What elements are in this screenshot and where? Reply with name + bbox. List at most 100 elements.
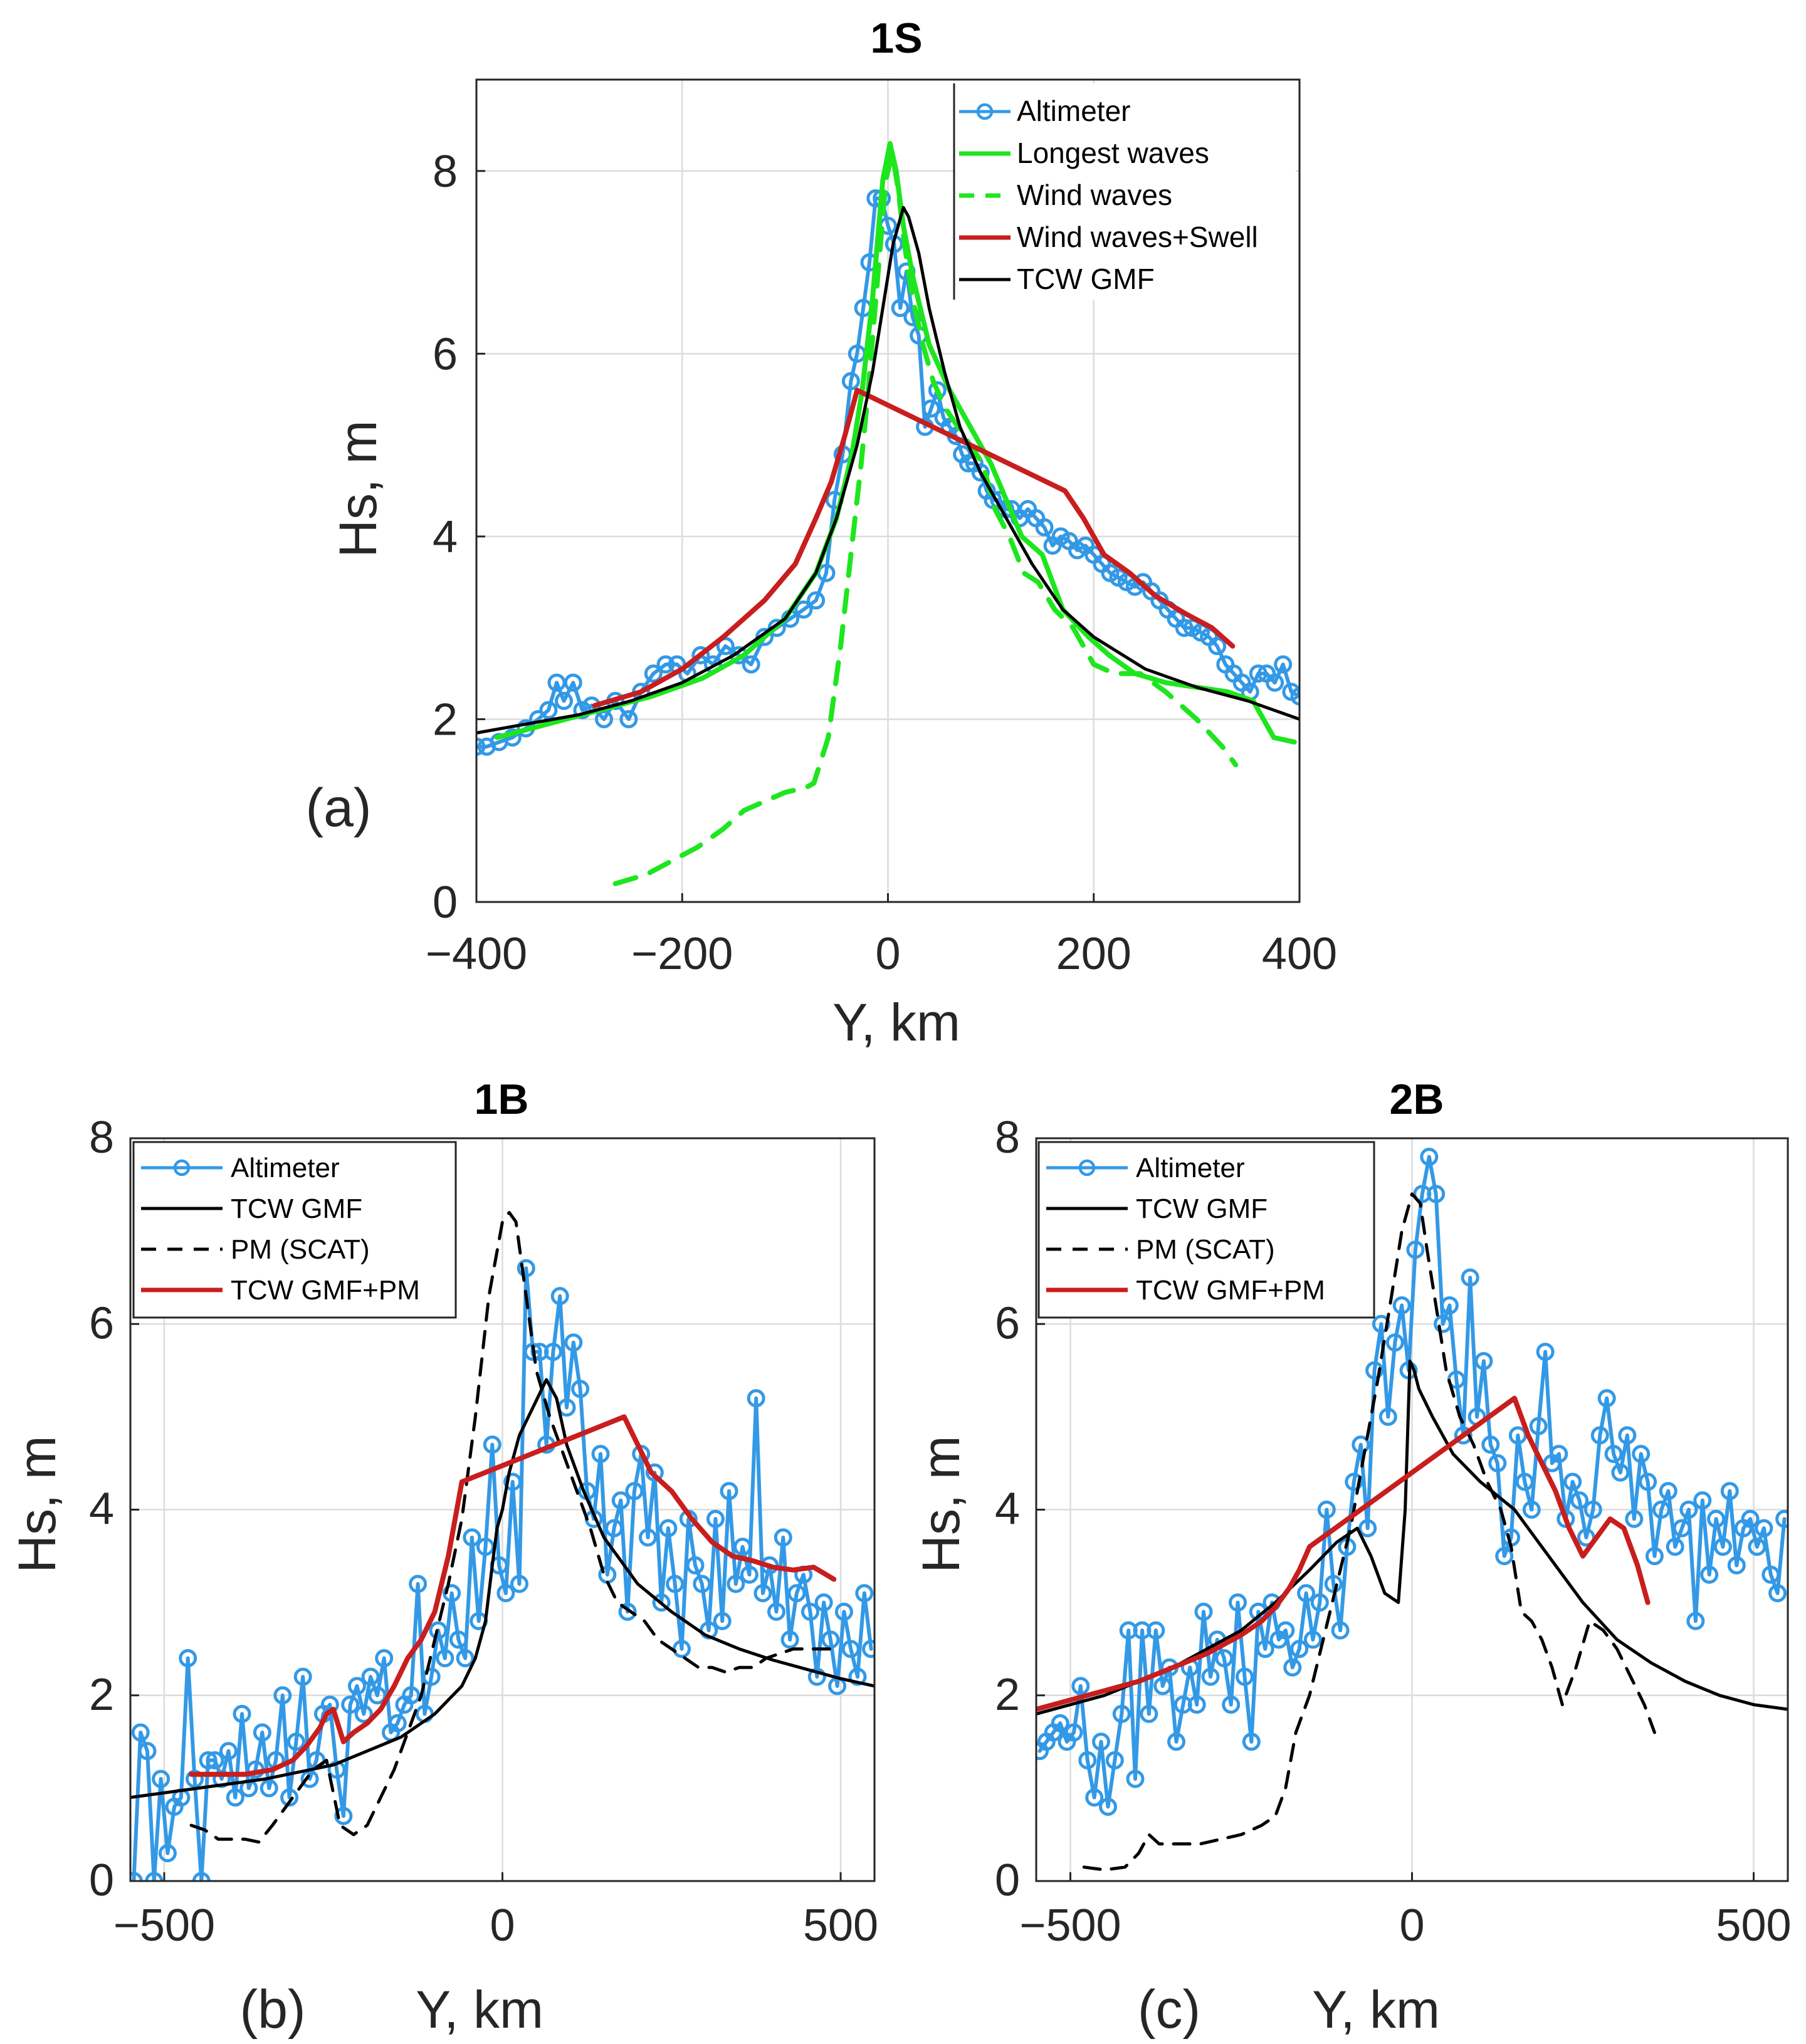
panel-c-altimeter-point: [1713, 1538, 1732, 1556]
panel-c-altimeter-point: [1693, 1491, 1712, 1510]
panel-c-altimeter-point: [1727, 1556, 1746, 1575]
panel-c-legend-label-pm-scat: PM (SCAT): [1136, 1234, 1275, 1265]
panel-c-ytick-label: 6: [995, 1298, 1020, 1348]
panel-b-series-group: [130, 1211, 874, 1881]
panel-c-xtick-label: 500: [1716, 1900, 1791, 1951]
panel-c-altimeter-point: [1126, 1769, 1145, 1788]
panel-c-ytick-label: 4: [995, 1484, 1020, 1534]
panel-c-altimeter-point: [1550, 1445, 1568, 1464]
panel-c-altimeter-point: [1434, 1314, 1452, 1333]
panel-c-altimeter-point: [1092, 1732, 1110, 1751]
panel-c-altimeter-point: [1378, 1407, 1397, 1426]
panel-b-altimeter-point: [334, 1806, 353, 1825]
panel-c-altimeter-point: [1618, 1426, 1637, 1445]
panel-b-series-pm-scat: [189, 1211, 836, 1844]
panel-c-altimeter-point: [1625, 1509, 1644, 1528]
panel-c-altimeter-point: [1583, 1501, 1602, 1519]
panel-b-altimeter-point: [361, 1667, 380, 1686]
panel-c-altimeter-point: [1652, 1501, 1671, 1519]
panel-b-altimeter-point: [348, 1677, 366, 1695]
panel-b-altimeter-point: [591, 1445, 610, 1464]
panel-b-altimeter-point: [753, 1584, 772, 1603]
panel-c-altimeter-point: [1071, 1677, 1090, 1695]
panel-b-altimeter-point: [131, 1723, 150, 1742]
panel-c-altimeter-point: [1290, 1640, 1309, 1659]
panel-c-altimeter-point: [1167, 1732, 1185, 1751]
panel-b-altimeter-point: [611, 1491, 630, 1510]
panel-c-altimeter-point: [1686, 1612, 1705, 1630]
panel-b-altimeter-point: [443, 1584, 461, 1603]
panel-a-altimeter-point: [539, 701, 558, 720]
panel-b-altimeter-point: [503, 1472, 522, 1491]
panel-a-ytick-label: 6: [433, 330, 458, 380]
panel-b-altimeter-point: [138, 1742, 157, 1761]
panel-b-title: 1B: [475, 1076, 529, 1123]
panel-c-xlabel: Y, km: [1312, 1980, 1440, 2039]
panel-b-altimeter-point: [402, 1686, 421, 1705]
panel-a-altimeter-point: [1274, 655, 1293, 674]
panel-c-altimeter-point: [1557, 1509, 1575, 1528]
panel-a-altimeter-point: [595, 710, 613, 728]
panel-a-altimeter-point: [794, 600, 813, 619]
panel-a-ytick-label: 0: [433, 878, 458, 928]
panel-b-altimeter-point: [510, 1575, 528, 1593]
panel-b-altimeter-point: [368, 1686, 387, 1705]
panel-c-altimeter-point: [1536, 1343, 1555, 1361]
panel-b-ytick-label: 4: [89, 1484, 114, 1534]
panel-b-altimeter-point: [206, 1751, 224, 1769]
panel-b-legend-label-pm-scat: PM (SCAT): [231, 1234, 370, 1265]
panel-a-xtick-label: 400: [1262, 929, 1337, 979]
panel-b-altimeter-point: [618, 1602, 637, 1621]
panel-b-altimeter-point: [727, 1575, 745, 1593]
panel-c-legend-label-altimeter: Altimeter: [1136, 1153, 1245, 1183]
panel-b-plot-area: [130, 1211, 874, 1881]
panel-c-altimeter-point: [1358, 1519, 1377, 1538]
panel-c-legend-label-tcw-gmf-pm: TCW GMF+PM: [1136, 1275, 1325, 1306]
panel-c-altimeter-point: [1481, 1435, 1500, 1454]
panel-a-title: 1S: [870, 14, 922, 62]
panel-c-series-group: [1036, 1148, 1788, 1872]
panel-b-altimeter-point: [158, 1844, 177, 1863]
panel-a-altimeter-point: [921, 399, 940, 418]
panel-a-altimeter-point: [1035, 518, 1054, 537]
panel-a-altimeter-point: [1249, 664, 1268, 683]
panel-c-altimeter-point: [1105, 1751, 1124, 1769]
panel-c-legend: Altimeter TCW GMF PM (SCAT) TCW GMF+PM: [1037, 1141, 1375, 1319]
panel-b-altimeter-point: [706, 1509, 725, 1528]
panel-c-altimeter-point: [1775, 1509, 1788, 1528]
panel-c-altimeter-point: [1229, 1593, 1247, 1612]
panel-a-altimeter-point: [1175, 619, 1194, 637]
panel-b-ylabel: Hs, m: [8, 1435, 66, 1573]
panel-b-altimeter-point: [564, 1333, 583, 1352]
panel-a-ylabel: Hs, m: [328, 420, 387, 557]
panel-b-altimeter-point: [145, 1872, 164, 1881]
panel-c-altimeter-point: [1099, 1798, 1117, 1816]
panel-c-altimeter-point: [1365, 1361, 1384, 1380]
panel-b-legend-label-altimeter: Altimeter: [231, 1153, 340, 1183]
panel-a-ytick-label: 2: [433, 695, 458, 745]
panel-b-altimeter-point: [179, 1649, 197, 1667]
panel-c-altimeter-point: [1303, 1630, 1322, 1649]
panel-b-altimeter-point: [293, 1667, 312, 1686]
panel-b-altimeter-point: [550, 1287, 569, 1306]
panel-b-altimeter-point: [814, 1593, 833, 1612]
panel-c-tag: (c): [1138, 1979, 1200, 2040]
panel-c-altimeter-point: [1570, 1491, 1589, 1510]
panel-c-altimeter-point: [1406, 1240, 1425, 1259]
panel-c-altimeter-point: [1194, 1602, 1213, 1621]
panel-c-altimeter-point: [1488, 1454, 1507, 1472]
panel-c-altimeter-point: [1276, 1621, 1295, 1640]
panel-c-altimeter-point: [1187, 1695, 1206, 1714]
panel-b-altimeter-point: [456, 1649, 475, 1667]
panel-a-series-longest-waves: [494, 141, 1297, 745]
panel-c-xtick-label: −500: [1019, 1900, 1121, 1951]
panel-a-xtick-label: −200: [631, 929, 733, 979]
panel-a-legend-marker: [976, 103, 994, 120]
panel-a-series-wind-waves-swell: [592, 387, 1236, 708]
panel-c-altimeter-point: [1645, 1547, 1664, 1566]
panel-a-altimeter-point: [841, 372, 860, 390]
